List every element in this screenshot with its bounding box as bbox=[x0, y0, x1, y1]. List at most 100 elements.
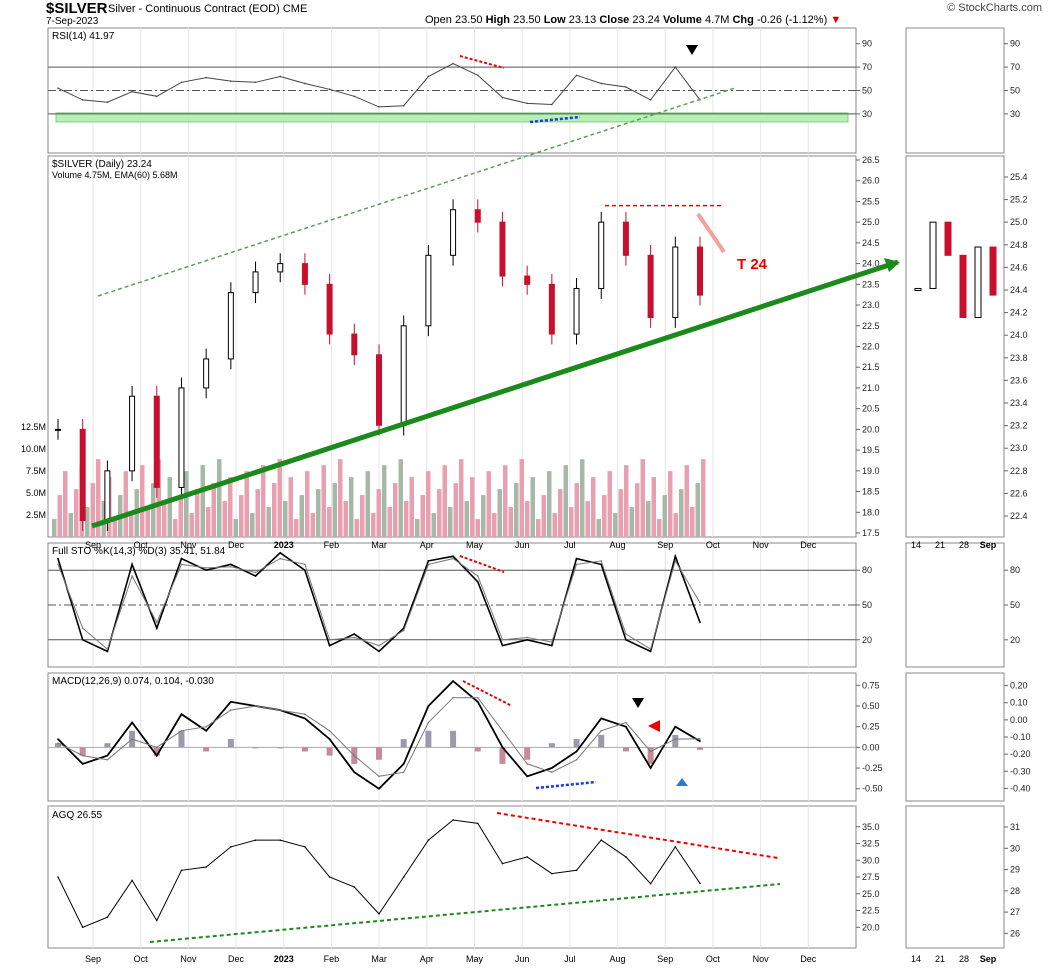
agq-x-label: Sep bbox=[657, 954, 673, 964]
price-x-label: Dec bbox=[800, 540, 817, 550]
zoom-agq-tick-label: 31 bbox=[1010, 822, 1020, 832]
candle-body bbox=[548, 283, 555, 335]
volume-bar bbox=[228, 477, 233, 537]
candle-body bbox=[376, 354, 382, 426]
rsi-title: RSI(14) 41.97 bbox=[52, 31, 115, 42]
macd-line-point bbox=[328, 738, 331, 740]
volume-bar bbox=[354, 519, 359, 537]
candle-body bbox=[178, 387, 185, 488]
macd-histogram-bar bbox=[55, 743, 61, 748]
macd-signal-line-point bbox=[57, 742, 59, 745]
candle-body bbox=[622, 221, 629, 256]
volume-bar bbox=[442, 465, 447, 537]
volume-bar bbox=[305, 471, 310, 537]
macd-signal-line-point bbox=[575, 758, 578, 761]
candle-body bbox=[647, 254, 654, 318]
volume-bar bbox=[684, 465, 689, 537]
support-trendline bbox=[91, 259, 899, 529]
volume-bar bbox=[486, 471, 491, 537]
volume-value: 4.7M bbox=[704, 14, 730, 26]
candle-body bbox=[351, 333, 358, 356]
volume-bar bbox=[481, 495, 486, 537]
rsi-line-point bbox=[131, 90, 133, 93]
zoom-x-label: 28 bbox=[959, 540, 969, 550]
macd-histogram-bar bbox=[227, 739, 234, 748]
candle-body bbox=[227, 292, 234, 360]
zoom-price-tick-label: 23.4 bbox=[1010, 398, 1028, 408]
macd-bullish-divergence-line bbox=[535, 780, 597, 790]
macd-histogram-bar bbox=[474, 747, 481, 752]
volume-bar bbox=[52, 519, 57, 537]
agq-line-point bbox=[402, 876, 405, 878]
volume-bar bbox=[338, 459, 343, 537]
zoom-agq-x-label: 14 bbox=[911, 954, 921, 964]
volume-bar bbox=[178, 495, 183, 537]
zoom-candle bbox=[929, 221, 937, 289]
agq-line-point bbox=[304, 846, 306, 848]
volume-bar bbox=[349, 477, 354, 537]
volume-bar bbox=[596, 519, 601, 537]
zoom-agq-tick-label: 27 bbox=[1010, 907, 1020, 917]
agq-x-label: Apr bbox=[420, 954, 434, 964]
volume-bar bbox=[156, 459, 161, 537]
zoom-x-label: 14 bbox=[911, 540, 921, 550]
rsi-line-point bbox=[427, 75, 430, 78]
rsi-tick-label: 30 bbox=[862, 109, 872, 119]
price-x-label: Aug bbox=[610, 540, 626, 550]
sto-d-line-point bbox=[57, 563, 59, 566]
volume-bar bbox=[530, 477, 535, 537]
sto-k-line-point bbox=[155, 627, 158, 629]
price-title: $SILVER (Daily) 23.24 bbox=[52, 159, 152, 170]
volume-bar bbox=[409, 477, 414, 537]
price-tick-label: 22.0 bbox=[862, 342, 880, 352]
sto-k-line-point bbox=[106, 650, 109, 653]
zoom-price-tick-label: 24.8 bbox=[1010, 240, 1028, 250]
volume-bar bbox=[426, 471, 431, 537]
agq-line-point bbox=[131, 879, 133, 882]
macd-line-point bbox=[575, 750, 578, 753]
volume-bar bbox=[288, 477, 293, 537]
zoom-price-tick-label: 25.2 bbox=[1010, 195, 1028, 205]
macd-signal-line-point bbox=[699, 737, 701, 740]
price-tick-label: 19.0 bbox=[862, 466, 880, 476]
sto-d-line-point bbox=[254, 571, 257, 574]
volume-bar bbox=[343, 501, 348, 537]
volume-bar bbox=[629, 507, 634, 537]
volume-bar bbox=[310, 513, 315, 537]
agq-line-point bbox=[501, 862, 504, 865]
volume-bar bbox=[57, 495, 62, 537]
price-x-label: 2023 bbox=[274, 540, 294, 550]
zoom-price-tick-label: 23.8 bbox=[1010, 353, 1028, 363]
low-value: 23.13 bbox=[568, 14, 597, 26]
chg-label: Chg bbox=[732, 14, 754, 26]
price-x-label: Dec bbox=[228, 540, 245, 550]
agq-tick-label: 27.5 bbox=[862, 872, 880, 882]
volume-bar bbox=[101, 501, 106, 537]
macd-line-point bbox=[526, 775, 528, 778]
volume-bar bbox=[624, 465, 629, 537]
volume-bar bbox=[695, 483, 700, 537]
high-label: High bbox=[485, 14, 511, 26]
price-x-label: Jun bbox=[515, 540, 530, 550]
volume-bar bbox=[195, 489, 200, 537]
open-value: 23.50 bbox=[454, 14, 483, 26]
agq-line-point bbox=[476, 822, 479, 825]
macd-signal-line-point bbox=[230, 709, 232, 711]
agq-support-line bbox=[149, 883, 781, 943]
volume-tick-label: 10.0M bbox=[21, 444, 46, 454]
volume-bar bbox=[618, 489, 623, 537]
agq-line-point bbox=[328, 876, 331, 878]
macd-signal-line-point bbox=[476, 696, 479, 699]
volume-bar bbox=[173, 519, 178, 537]
candle-body bbox=[55, 428, 61, 431]
price-tick-label: 26.5 bbox=[862, 155, 880, 165]
macd-signal-line-point bbox=[131, 738, 133, 740]
sto-d-line-point bbox=[427, 563, 430, 566]
volume-bar bbox=[184, 471, 189, 537]
price-tick-label: 21.0 bbox=[862, 383, 880, 393]
volume-bar bbox=[382, 465, 387, 537]
macd-line-point bbox=[353, 771, 356, 773]
volume-bar bbox=[459, 459, 464, 537]
candle-body bbox=[499, 221, 506, 277]
